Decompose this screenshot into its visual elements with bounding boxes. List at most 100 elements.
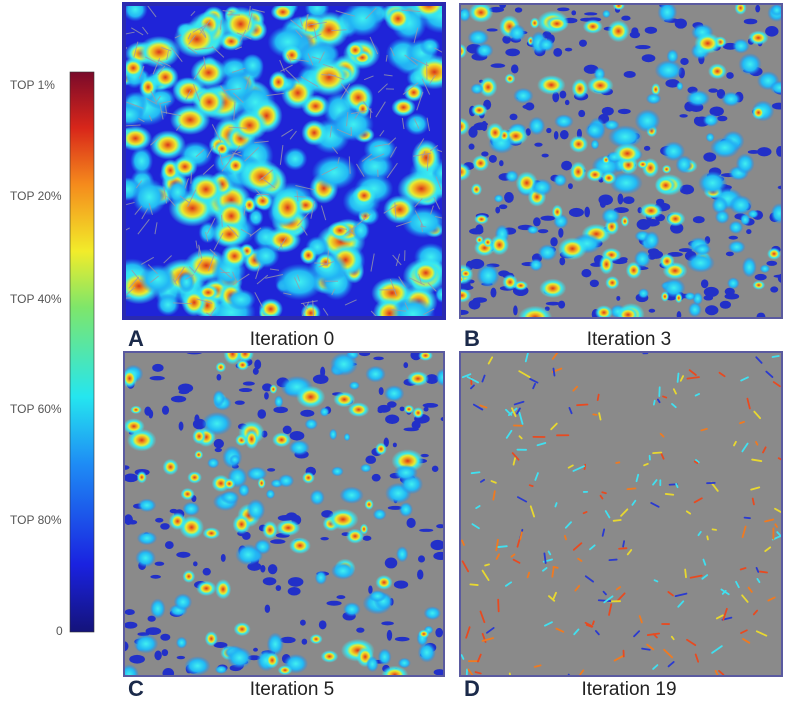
fragment — [759, 570, 768, 574]
blob-dark — [510, 64, 519, 74]
blob-dark — [257, 409, 267, 419]
fragment — [764, 518, 775, 523]
blob-dark — [561, 160, 573, 171]
blob-dark — [754, 273, 767, 281]
blob-dark — [755, 4, 761, 13]
blob — [531, 178, 553, 196]
blob — [655, 176, 677, 195]
fragment — [579, 669, 585, 676]
blob — [262, 520, 278, 540]
fragment — [702, 558, 707, 566]
heatmap-panel — [124, 352, 444, 676]
blob — [240, 159, 283, 195]
boundary — [401, 9, 421, 13]
fragment — [617, 592, 626, 602]
blob-dark — [178, 390, 190, 395]
blob — [406, 371, 429, 387]
boundary — [158, 100, 172, 105]
boundary — [427, 282, 437, 292]
blob — [372, 508, 387, 521]
boundary — [322, 63, 334, 69]
boundary — [131, 269, 142, 283]
boundary — [233, 101, 236, 121]
blob — [124, 4, 148, 22]
boundary — [429, 144, 438, 152]
blob — [676, 81, 684, 91]
blob-dark — [312, 374, 329, 385]
boundary — [402, 82, 419, 95]
fragment — [598, 412, 602, 421]
fragment — [714, 669, 719, 676]
fragment — [739, 420, 745, 425]
blob — [220, 490, 240, 505]
blob — [319, 406, 330, 417]
blob — [257, 477, 266, 489]
blob — [637, 288, 650, 299]
blob-dark — [564, 47, 573, 52]
fragment — [481, 569, 490, 581]
panel-letter: A — [128, 326, 144, 351]
blob — [359, 523, 369, 535]
blob-dark — [149, 375, 165, 381]
blob — [396, 546, 409, 563]
blob — [412, 407, 424, 419]
fragment — [583, 463, 587, 470]
fragment — [755, 566, 760, 573]
boundary — [131, 27, 144, 36]
blob — [184, 656, 211, 676]
blob-dark — [643, 145, 651, 151]
panel-caption: Iteration 0 — [250, 329, 335, 350]
blob-dark — [300, 409, 315, 417]
boundary — [235, 46, 243, 51]
blob — [365, 365, 386, 383]
blob — [394, 464, 418, 481]
blob — [662, 278, 686, 298]
fragment — [667, 591, 674, 597]
blob-dark — [385, 414, 400, 424]
blob — [412, 54, 444, 90]
blob-dark — [776, 146, 782, 157]
blob — [196, 580, 217, 597]
boundary — [190, 10, 196, 17]
blob-dark — [326, 600, 342, 606]
fragment — [594, 630, 600, 636]
boundary — [255, 188, 265, 200]
fragment — [684, 568, 687, 579]
panel-letter: C — [128, 676, 144, 701]
boundary — [409, 277, 425, 286]
boundary — [266, 92, 285, 97]
blob-dark — [381, 621, 394, 626]
blob-dark — [399, 406, 405, 412]
boundary — [344, 225, 357, 235]
boundary — [261, 177, 276, 189]
blob — [714, 209, 730, 224]
blob-dark — [124, 641, 129, 652]
fragment — [755, 630, 768, 637]
boundary — [255, 263, 261, 280]
blob — [633, 250, 651, 268]
boundary — [390, 309, 407, 312]
boundary — [361, 153, 373, 162]
fragment — [676, 372, 680, 383]
blob — [215, 361, 227, 373]
blob — [489, 234, 510, 256]
fragment — [755, 356, 763, 364]
blob — [769, 80, 782, 95]
blob — [223, 352, 242, 365]
fragment — [689, 574, 703, 579]
boundary — [320, 205, 327, 221]
blob — [728, 220, 744, 234]
blob-dark — [756, 312, 766, 318]
blob — [470, 83, 484, 95]
fragment — [512, 457, 516, 466]
blob-dark — [648, 308, 656, 313]
fragment — [512, 558, 521, 564]
fragment — [470, 471, 481, 475]
blob — [187, 471, 202, 484]
boundary — [221, 215, 223, 227]
boundary — [307, 53, 314, 66]
fragment — [711, 528, 717, 531]
blob-dark — [320, 536, 329, 541]
blob-dark — [490, 287, 497, 298]
blob — [381, 665, 409, 676]
